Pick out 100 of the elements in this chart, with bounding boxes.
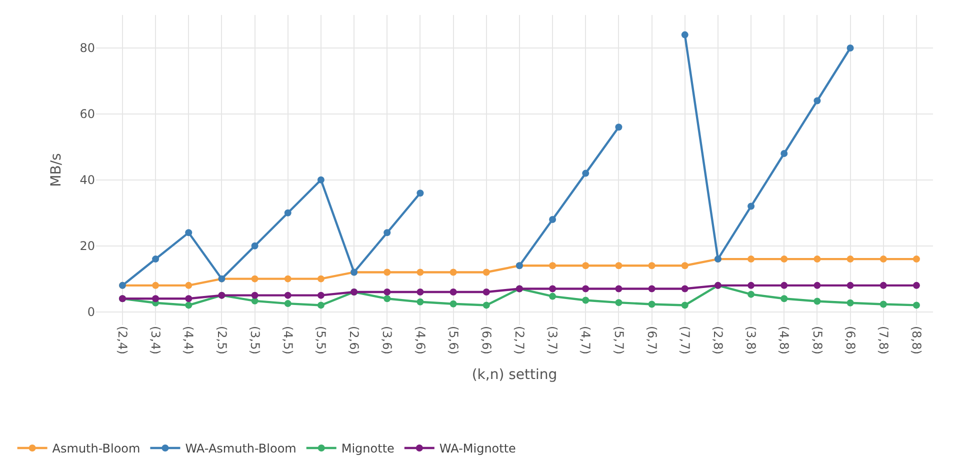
- point: [482, 288, 490, 296]
- point: [814, 97, 821, 104]
- point: [185, 302, 192, 309]
- point: [648, 262, 656, 270]
- point: [152, 295, 160, 302]
- point: [317, 275, 324, 282]
- point: [880, 282, 887, 289]
- x-tick-label: (2,4): [116, 326, 130, 354]
- x-tick-label: (5,6): [446, 326, 460, 354]
- x-tick-label: (2,5): [214, 326, 229, 354]
- point: [549, 285, 556, 292]
- point: [615, 299, 622, 306]
- point: [681, 302, 688, 309]
- point: [251, 292, 258, 299]
- point: [748, 256, 755, 263]
- x-tick-label: (3,7): [546, 326, 560, 354]
- point: [648, 300, 656, 308]
- x-tick-label: (4,7): [578, 326, 593, 354]
- x-axis-title: (k,n) setting: [472, 366, 558, 383]
- y-axis-title: MB/s: [48, 153, 64, 187]
- point: [251, 275, 258, 282]
- point: [814, 282, 821, 289]
- point: [780, 282, 788, 289]
- point: [450, 268, 457, 276]
- point: [880, 300, 887, 308]
- point: [912, 302, 920, 309]
- point: [648, 285, 656, 292]
- point: [317, 302, 324, 309]
- point: [748, 282, 755, 289]
- point: [284, 300, 292, 308]
- point: [549, 216, 556, 223]
- point: [450, 288, 457, 296]
- point: [846, 299, 854, 306]
- legend-label: WA-Asmuth-Bloom: [185, 442, 296, 456]
- point: [317, 292, 324, 299]
- point: [880, 256, 887, 263]
- point: [384, 268, 391, 276]
- x-tick-label: (3,5): [248, 326, 262, 354]
- point: [582, 262, 590, 270]
- x-tick-label: (3,8): [744, 326, 758, 354]
- point: [681, 262, 688, 270]
- point: [748, 290, 755, 298]
- legend-label: Mignotte: [341, 442, 394, 456]
- point: [615, 124, 622, 131]
- point: [681, 31, 688, 38]
- x-tick-label: (2,7): [512, 326, 527, 354]
- x-tick-label: (6,6): [479, 326, 494, 354]
- point: [450, 300, 457, 308]
- x-tick-label: (7,7): [678, 326, 692, 354]
- x-tick-label: (4,8): [777, 326, 792, 354]
- point: [549, 262, 556, 270]
- point: [681, 285, 688, 292]
- point: [152, 282, 160, 289]
- point: [582, 296, 590, 304]
- point: [846, 256, 854, 263]
- point: [846, 282, 854, 289]
- point: [780, 295, 788, 302]
- point: [384, 295, 391, 302]
- x-tick-label: (5,5): [314, 326, 328, 354]
- point: [317, 176, 324, 184]
- point: [748, 202, 755, 210]
- x-tick-label: (5,8): [810, 326, 824, 354]
- point: [615, 285, 622, 292]
- point: [185, 282, 192, 289]
- x-tick-label: (4,5): [280, 326, 295, 354]
- point: [185, 295, 192, 302]
- legend-label: WA-Mignotte: [439, 442, 516, 456]
- point: [549, 292, 556, 300]
- x-tick-label: (7,8): [876, 326, 890, 354]
- point: [384, 229, 391, 236]
- point: [152, 256, 160, 263]
- point: [384, 288, 391, 296]
- point: [912, 256, 920, 263]
- y-tick-label: 0: [87, 305, 95, 320]
- point: [582, 285, 590, 292]
- y-tick-label: 80: [80, 41, 95, 56]
- point: [814, 256, 821, 263]
- point: [780, 150, 788, 158]
- point: [814, 298, 821, 305]
- point: [251, 242, 258, 250]
- y-tick-label: 60: [80, 107, 95, 122]
- point: [615, 262, 622, 270]
- point: [284, 209, 292, 216]
- point: [185, 229, 192, 236]
- point: [416, 288, 424, 296]
- x-tick-label: (2,6): [347, 326, 362, 354]
- point: [416, 298, 424, 306]
- x-tick-label: (8,8): [910, 326, 924, 354]
- point: [482, 302, 490, 309]
- point: [416, 190, 424, 197]
- point: [846, 44, 854, 52]
- x-tick-label: (6,8): [843, 326, 858, 354]
- x-tick-label: (5,7): [612, 326, 626, 354]
- y-tick-label: 40: [80, 173, 95, 188]
- x-tick-label: (6,7): [644, 326, 659, 354]
- x-tick-label: (3,4): [148, 326, 163, 354]
- point: [284, 275, 292, 282]
- point: [582, 170, 590, 177]
- point: [780, 256, 788, 263]
- x-tick-label: (2,8): [711, 326, 726, 354]
